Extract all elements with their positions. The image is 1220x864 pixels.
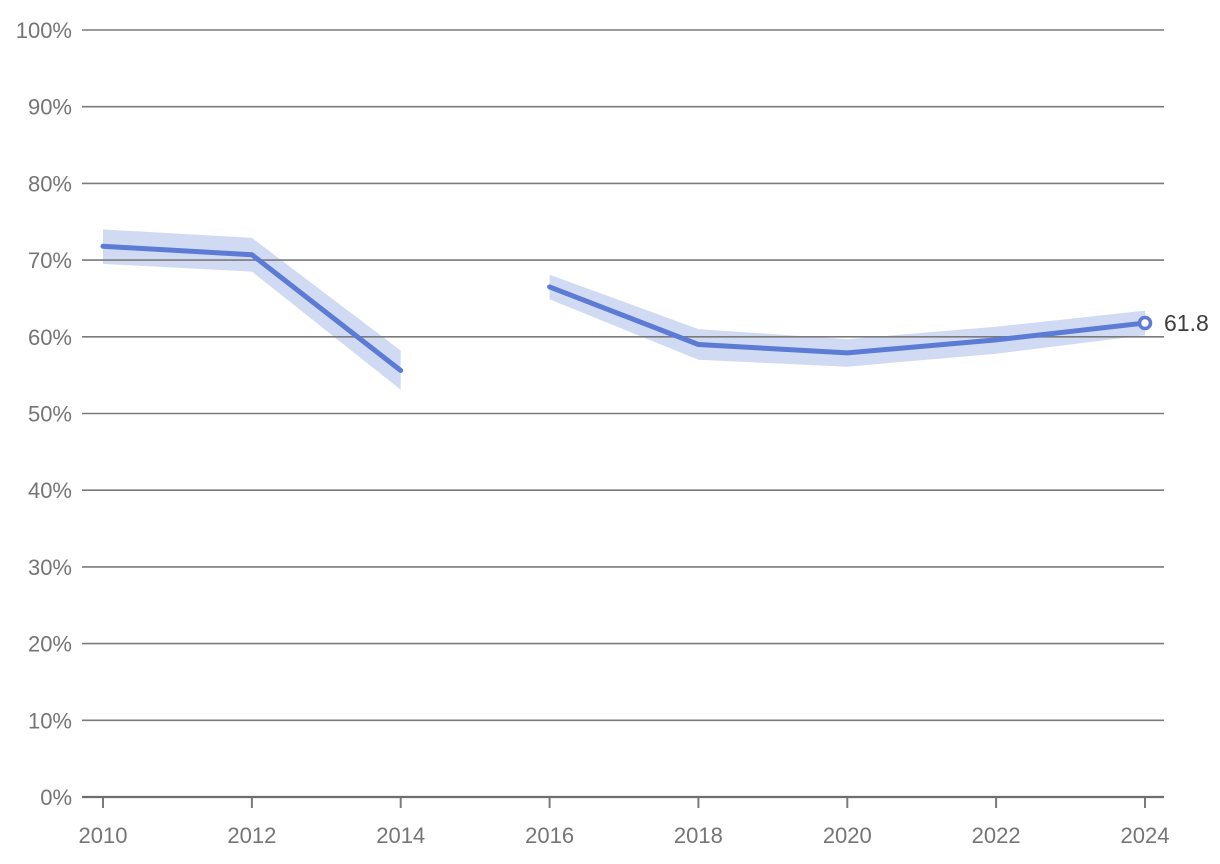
x-tick-label: 2014 — [376, 823, 425, 848]
y-tick-label: 0% — [40, 785, 72, 810]
x-tick-label: 2010 — [79, 823, 128, 848]
endpoint-marker — [1137, 315, 1153, 331]
x-axis-ticks — [102, 798, 1146, 808]
x-axis-labels: 2010 2012 2014 2016 2018 2020 2022 2024 — [79, 823, 1170, 848]
confidence-band-group — [103, 229, 1145, 390]
y-tick-label: 70% — [28, 248, 72, 273]
x-tick-label: 2016 — [525, 823, 574, 848]
y-axis-labels: 0% 10% 20% 30% 40% 50% 60% 70% 80% 90% 100% — [16, 18, 72, 810]
y-tick-label: 40% — [28, 478, 72, 503]
trend-line-group — [100, 243, 1148, 373]
y-tick-label: 10% — [28, 708, 72, 733]
y-tick-label: 20% — [28, 632, 72, 657]
confidence-band — [103, 229, 401, 390]
x-tick-label: 2012 — [227, 823, 276, 848]
gridlines-group — [82, 29, 1164, 799]
x-tick-label: 2018 — [674, 823, 723, 848]
trend-line — [547, 284, 1148, 356]
x-tick-label: 2022 — [972, 823, 1021, 848]
y-tick-label: 100% — [16, 18, 72, 43]
trend-line — [100, 243, 404, 373]
y-tick-label: 60% — [28, 325, 72, 350]
endpoint-value-label: 61.8 — [1164, 310, 1209, 336]
x-tick-label: 2020 — [823, 823, 872, 848]
y-tick-label: 30% — [28, 555, 72, 580]
y-tick-label: 80% — [28, 171, 72, 196]
x-tick-label: 2024 — [1121, 823, 1170, 848]
y-tick-label: 90% — [28, 95, 72, 120]
y-tick-label: 50% — [28, 402, 72, 427]
